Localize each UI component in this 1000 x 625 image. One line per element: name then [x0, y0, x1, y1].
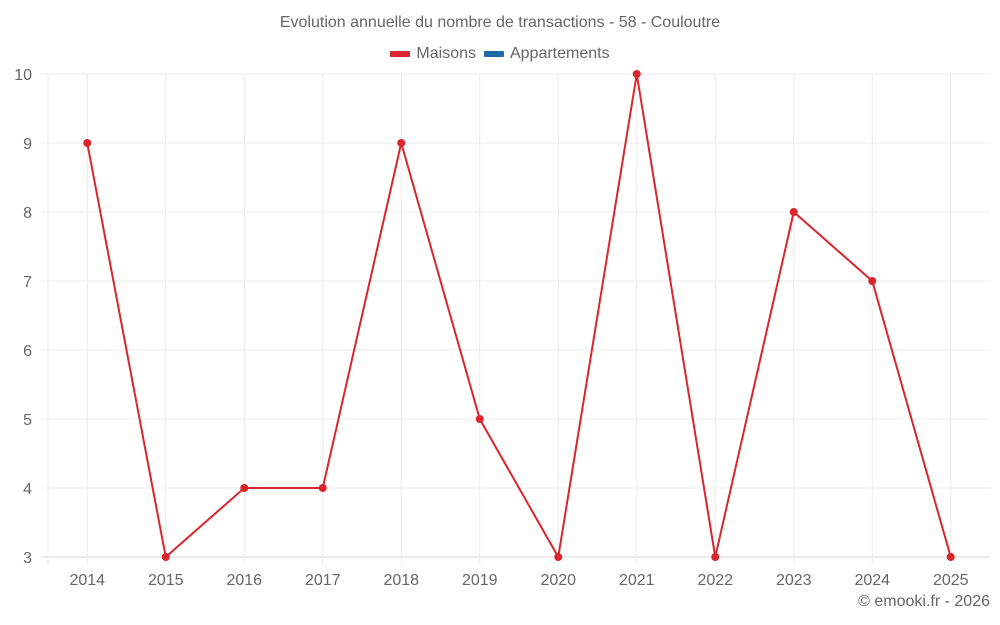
data-point[interactable]	[632, 70, 641, 78]
data-point[interactable]	[240, 484, 249, 492]
y-tick-label: 9	[23, 136, 32, 153]
data-point[interactable]	[475, 415, 484, 423]
data-point[interactable]	[946, 553, 955, 561]
x-tick-label: 2024	[854, 572, 890, 589]
data-point[interactable]	[554, 553, 563, 561]
data-point[interactable]	[789, 208, 798, 216]
legend-swatch-appartements	[483, 51, 504, 57]
x-tick-label: 2018	[383, 572, 419, 589]
data-point[interactable]	[318, 484, 327, 492]
x-tick-label: 2016	[226, 572, 262, 589]
data-point[interactable]	[397, 139, 406, 147]
y-tick-label: 4	[23, 481, 32, 498]
x-tick-label: 2015	[148, 572, 184, 589]
y-tick-label: 10	[14, 67, 32, 84]
x-tick-label: 2017	[305, 572, 341, 589]
data-point[interactable]	[711, 553, 720, 561]
axes: 3 4 5 6 7 8 9 10 2014 2015 2016 2017 2018 2019 2020 202…	[14, 67, 968, 589]
data-point[interactable]	[161, 553, 170, 561]
credit-text: © emooki.fr - 2026	[858, 593, 990, 610]
gridlines	[41, 73, 990, 565]
legend-item-maisons[interactable]: Maisons	[390, 45, 476, 63]
series-maisons	[83, 70, 955, 561]
y-tick-label: 5	[23, 412, 32, 429]
data-point[interactable]	[83, 139, 92, 147]
x-tick-label: 2019	[462, 572, 498, 589]
x-tick-label: 2014	[69, 572, 105, 589]
x-tick-label: 2020	[540, 572, 576, 589]
series-line	[86, 73, 952, 558]
legend-swatch-maisons	[390, 51, 411, 57]
chart-legend: Maisons Appartements	[0, 45, 1000, 63]
x-tick-label: 2025	[933, 572, 969, 589]
y-tick-label: 8	[23, 205, 32, 222]
legend-item-appartements[interactable]: Appartements	[483, 45, 610, 63]
data-point[interactable]	[868, 277, 877, 285]
x-tick-label: 2021	[619, 572, 655, 589]
y-tick-label: 6	[23, 343, 32, 360]
x-tick-label: 2023	[776, 572, 812, 589]
chart-title: Evolution annuelle du nombre de transact…	[279, 14, 721, 31]
x-tick-label: 2022	[697, 572, 733, 589]
legend-label-maisons: Maisons	[416, 45, 476, 62]
legend-label-appartements: Appartements	[509, 45, 610, 62]
y-tick-label: 7	[23, 274, 32, 291]
y-tick-label: 3	[23, 550, 32, 567]
